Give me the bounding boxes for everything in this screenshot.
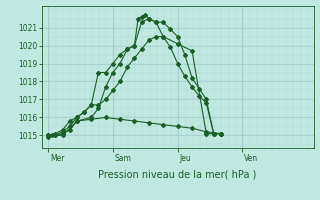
Text: Mer: Mer <box>50 154 64 163</box>
Text: Sam: Sam <box>115 154 132 163</box>
Text: Jeu: Jeu <box>179 154 191 163</box>
Text: Ven: Ven <box>244 154 258 163</box>
X-axis label: Pression niveau de la mer( hPa ): Pression niveau de la mer( hPa ) <box>99 170 257 180</box>
